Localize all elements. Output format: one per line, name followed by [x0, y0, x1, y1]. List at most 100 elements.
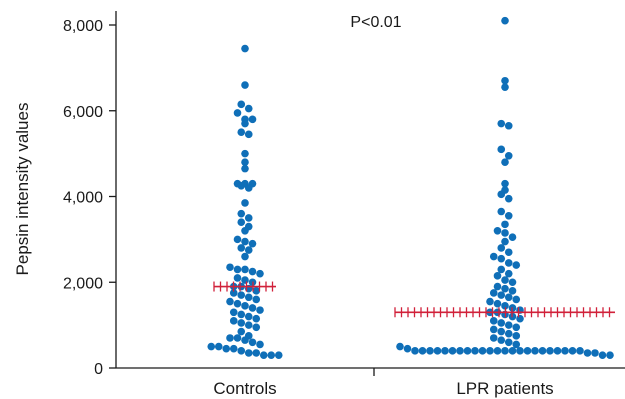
- data-point: [248, 304, 257, 312]
- data-point: [222, 344, 231, 353]
- data-point: [237, 209, 246, 218]
- data-point: [501, 229, 509, 237]
- data-point: [207, 342, 216, 351]
- data-point: [226, 297, 234, 306]
- data-point: [259, 351, 268, 359]
- data-point: [508, 233, 517, 242]
- data-point: [241, 237, 249, 246]
- data-point: [512, 340, 521, 349]
- data-point: [501, 179, 509, 188]
- data-point: [237, 347, 246, 355]
- data-point: [248, 338, 257, 347]
- data-point: [497, 190, 506, 199]
- data-point: [256, 340, 264, 349]
- data-point: [237, 310, 246, 319]
- data-point: [504, 248, 513, 257]
- data-point: [237, 181, 246, 190]
- data-point: [456, 347, 464, 355]
- data-point: [489, 325, 498, 334]
- data-point: [267, 351, 276, 359]
- data-point: [497, 319, 506, 327]
- data-point: [252, 295, 261, 304]
- data-point: [241, 158, 249, 166]
- data-point: [512, 295, 521, 304]
- data-point: [241, 302, 249, 310]
- data-point: [497, 254, 506, 263]
- data-point: [568, 347, 577, 355]
- data-point: [411, 347, 419, 355]
- x-category-label-lpr-patients: LPR patients: [456, 379, 553, 398]
- data-point: [229, 317, 238, 325]
- data-point: [241, 276, 249, 284]
- data-point: [252, 349, 261, 357]
- data-point: [229, 308, 238, 317]
- data-point: [516, 314, 524, 323]
- data-point: [237, 291, 246, 299]
- data-point: [233, 265, 242, 274]
- data-point: [493, 227, 502, 235]
- data-point: [489, 317, 498, 325]
- data-point: [233, 299, 242, 308]
- data-point: [497, 244, 506, 252]
- data-point: [546, 347, 554, 355]
- data-point: [274, 351, 283, 359]
- data-point: [497, 145, 506, 154]
- data-point: [501, 276, 509, 284]
- data-point: [486, 347, 494, 355]
- data-point: [441, 347, 449, 355]
- data-point: [516, 347, 524, 355]
- data-point: [493, 272, 502, 280]
- data-point: [241, 149, 249, 158]
- data-point: [248, 115, 257, 124]
- data-point: [244, 321, 253, 329]
- data-point: [497, 265, 506, 274]
- data-point: [241, 265, 249, 274]
- data-point: [523, 347, 532, 355]
- data-point: [256, 269, 264, 278]
- data-point: [497, 119, 506, 128]
- data-point: [512, 323, 521, 332]
- data-point: [241, 336, 249, 344]
- data-point: [489, 289, 498, 297]
- data-point: [233, 334, 242, 342]
- data-point: [576, 347, 584, 355]
- data-point: [237, 100, 246, 109]
- y-tick-label: 0: [94, 361, 103, 378]
- data-point: [418, 347, 427, 355]
- data-point: [504, 151, 513, 160]
- data-point: [504, 121, 513, 130]
- median-marker: [394, 307, 615, 318]
- data-point: [244, 246, 253, 254]
- data-point: [501, 302, 509, 310]
- data-point: [553, 347, 562, 355]
- y-tick-label: 6,000: [63, 104, 103, 121]
- data-point: [244, 130, 253, 139]
- data-point: [504, 338, 513, 347]
- data-point: [501, 83, 509, 91]
- data-point: [244, 104, 253, 113]
- data-point: [583, 349, 592, 357]
- data-point: [493, 347, 502, 355]
- data-point: [591, 349, 599, 357]
- y-tick-label: 8,000: [63, 18, 103, 35]
- data-point: [433, 347, 442, 355]
- data-point: [237, 327, 246, 336]
- data-point: [237, 244, 246, 252]
- data-point: [508, 278, 517, 287]
- data-point: [241, 119, 249, 128]
- data-point: [248, 267, 257, 276]
- data-point: [241, 199, 249, 207]
- data-point: [501, 158, 509, 166]
- data-point: [233, 235, 242, 244]
- data-point: [501, 76, 509, 85]
- data-point: [501, 347, 509, 355]
- data-point: [508, 287, 517, 295]
- data-point: [561, 347, 569, 355]
- data-point: [244, 184, 253, 192]
- data-point: [244, 349, 253, 357]
- data-point: [237, 128, 246, 136]
- data-point: [489, 334, 498, 342]
- data-point: [504, 211, 513, 220]
- data-point: [493, 282, 502, 291]
- data-point: [504, 329, 513, 338]
